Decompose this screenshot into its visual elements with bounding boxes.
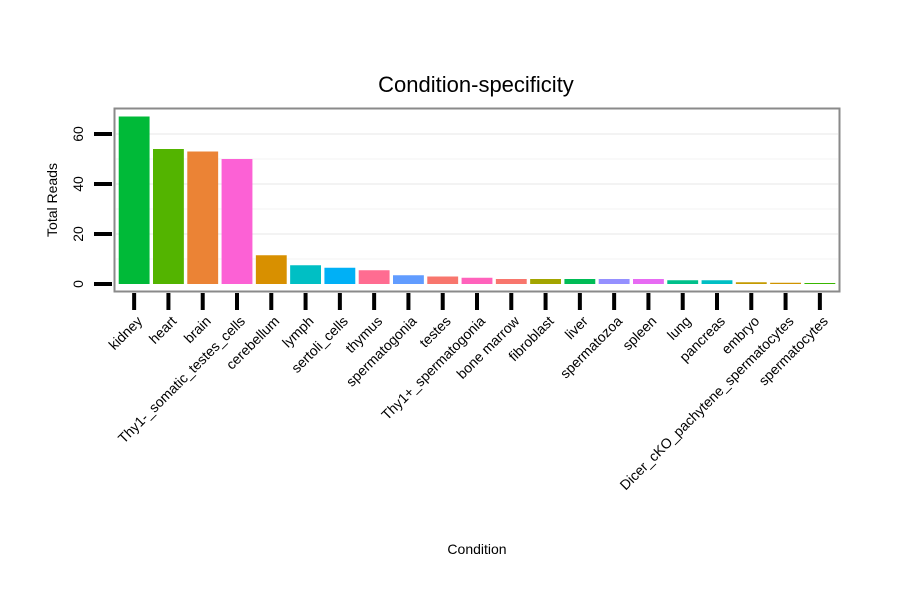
- y-axis: 0 20 40 60: [70, 126, 112, 288]
- x-tick-label: lung: [664, 313, 694, 343]
- x-tick-label: heart: [146, 313, 180, 347]
- x-tick-label: kidney: [105, 313, 145, 353]
- bar-spermatocytes: [804, 283, 836, 284]
- x-tick-label: liver: [562, 313, 592, 343]
- bar-lung: [667, 280, 699, 284]
- bar-spermatozoa: [598, 279, 630, 284]
- x-axis: kidney heart brainThy1-_somatic_testes_cel…: [105, 293, 831, 493]
- bar-thy1-somatic-testes-cells: [221, 159, 253, 284]
- bar-heart: [153, 149, 184, 284]
- bar-bone-marrow: [495, 279, 527, 284]
- bar-thymus: [358, 270, 390, 284]
- x-axis-title: Condition: [447, 541, 506, 557]
- plot-panel-border: [113, 107, 841, 293]
- bar-spermatogonia: [393, 275, 424, 284]
- x-tick-label: spermatozoa: [557, 313, 626, 382]
- bar-lymph: [290, 265, 321, 284]
- bar-kidney: [118, 116, 150, 284]
- y-tick-label: 20: [70, 226, 86, 242]
- bars: [118, 116, 836, 284]
- bar-brain: [187, 151, 219, 284]
- bar-fibroblast: [530, 279, 561, 284]
- y-tick-label: 0: [70, 280, 86, 288]
- bar-spleen: [633, 279, 664, 284]
- y-tick-label: 40: [70, 176, 86, 192]
- y-tick-label: 60: [70, 126, 86, 142]
- bar-embryo: [735, 282, 767, 284]
- bar-liver: [564, 279, 596, 284]
- bar-thy1-spermatogonia: [461, 277, 493, 284]
- bar-testes: [427, 276, 459, 284]
- chart-title: Condition-specificity: [378, 72, 574, 97]
- bar-pancreas: [701, 280, 733, 284]
- x-tick-label: spleen: [619, 313, 659, 353]
- bar-dicer-cko-pachytene-spermatocytes: [770, 282, 801, 284]
- bar-sertoli-cells: [324, 267, 356, 284]
- bar-cerebellum: [255, 255, 287, 284]
- y-axis-title: Total Reads: [44, 163, 60, 237]
